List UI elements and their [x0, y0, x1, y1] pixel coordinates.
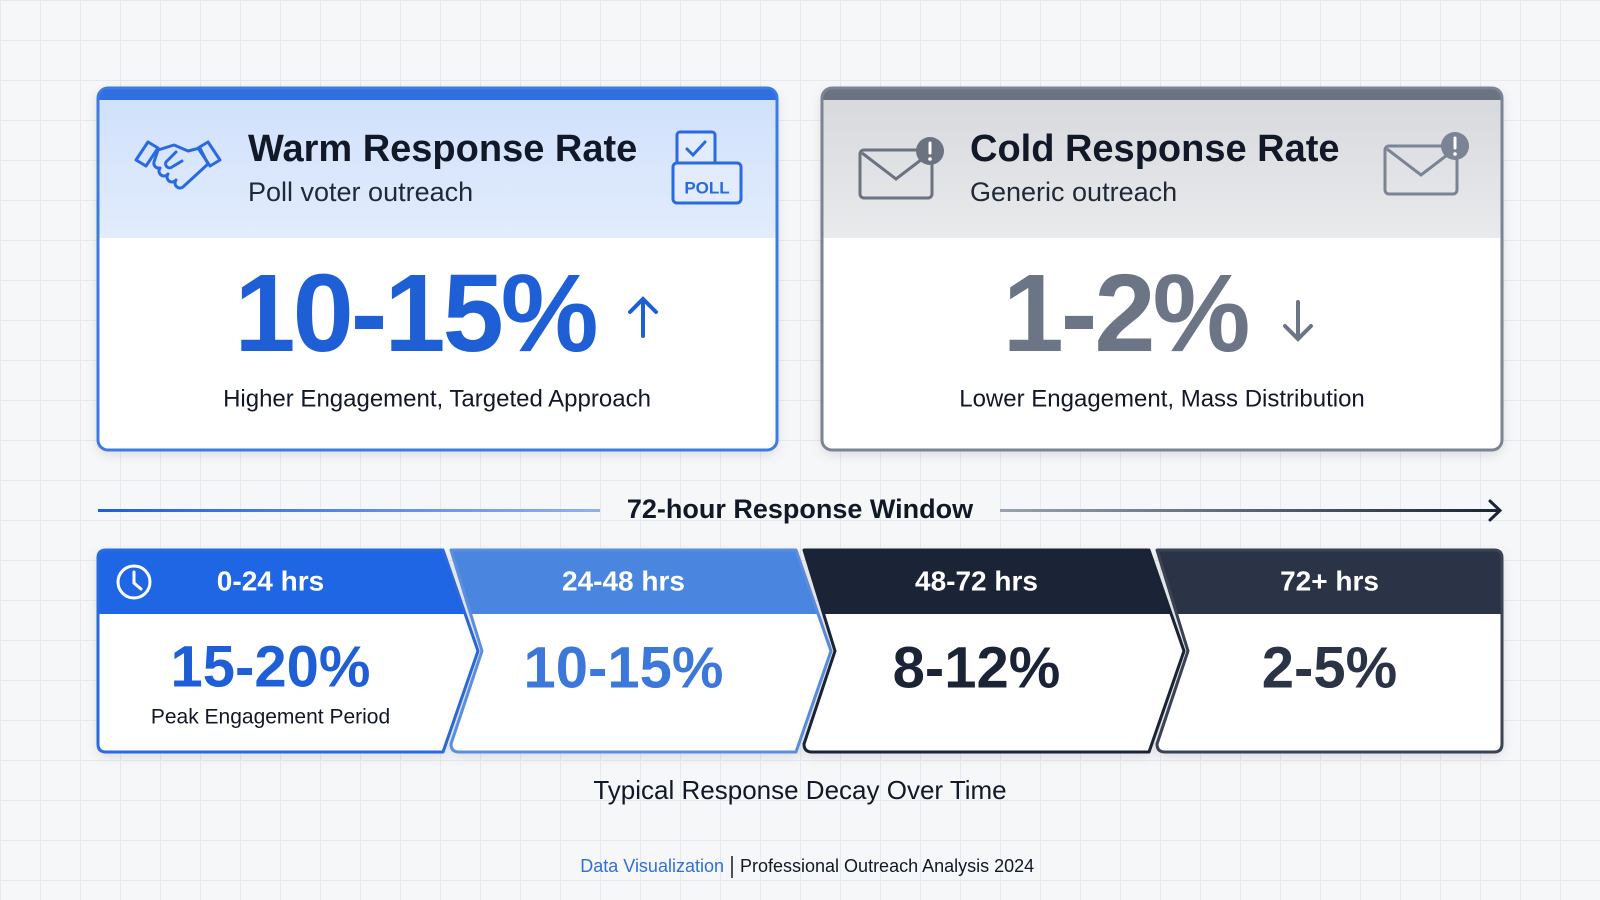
cold-card: Cold Response Rate Generic outreach 1-2%… — [820, 86, 1504, 452]
timeline-arrowhead — [1488, 499, 1503, 522]
stages: 0-24 hrs 15-20% Peak Engagement Period 24-4… — [96, 548, 1504, 754]
timeline-line — [1000, 509, 1500, 512]
card-title: Warm Response Rate — [248, 128, 637, 170]
stage-header — [804, 550, 1184, 614]
stage: 48-72 hrs 8-12% — [802, 548, 1186, 754]
handshake-icon — [134, 140, 222, 190]
stage: 24-48 hrs 10-15% — [449, 548, 833, 754]
card-border — [820, 86, 1504, 452]
envelope-icon — [858, 137, 944, 200]
timeline-line — [98, 509, 600, 512]
clock-icon — [116, 564, 152, 600]
stage-header — [451, 550, 831, 614]
warm-card: Warm Response Rate Poll voter outreach P… — [96, 86, 779, 452]
footer: Data Visualization Professional Outreach… — [580, 856, 1034, 878]
up-arrow — [628, 296, 658, 338]
card-top-strip — [98, 88, 777, 100]
stage-value: 15-20% — [171, 634, 371, 699]
card-subtitle: Poll voter outreach — [248, 177, 473, 207]
card-value: 10-15% — [234, 252, 595, 375]
card-header — [98, 88, 777, 238]
timeline-header: 72-hour Response Window — [98, 494, 1503, 524]
stage-border — [96, 548, 480, 754]
timeline-caption: Typical Response Decay Over Time — [593, 775, 1006, 805]
stage-label: 72+ hrs — [1280, 565, 1379, 596]
stage-value: 8-12% — [893, 635, 1061, 700]
stage-label: 24-48 hrs — [562, 565, 685, 596]
stage-value: 2-5% — [1262, 635, 1397, 700]
stage-border — [1155, 548, 1504, 754]
poll-icon: POLL — [671, 130, 743, 205]
stage-header — [98, 550, 478, 614]
card-title: Cold Response Rate — [970, 128, 1340, 170]
stage-value: 10-15% — [524, 635, 724, 700]
footer-text: Professional Outreach Analysis 2024 — [740, 856, 1034, 876]
stage-header — [1157, 550, 1502, 614]
card-description: Higher Engagement, Targeted Approach — [223, 385, 651, 412]
card-value: 1-2% — [1003, 252, 1248, 375]
stage-note: Peak Engagement Period — [151, 706, 390, 729]
stage: 0-24 hrs 15-20% Peak Engagement Period — [96, 548, 480, 754]
stage-label: 48-72 hrs — [915, 565, 1038, 596]
envelope-icon — [1383, 132, 1469, 196]
stage: 72+ hrs 2-5% — [1155, 548, 1504, 754]
down-arrow — [1283, 300, 1313, 342]
footer-source: Data Visualization — [580, 856, 724, 876]
icon-label: POLL — [684, 178, 729, 197]
timeline-title: 72-hour Response Window — [627, 494, 974, 524]
card-subtitle: Generic outreach — [970, 177, 1177, 207]
card-top-strip — [822, 88, 1502, 100]
card-description: Lower Engagement, Mass Distribution — [959, 385, 1365, 412]
stage-border — [449, 548, 833, 754]
stage-border — [802, 548, 1186, 754]
stage-label: 0-24 hrs — [217, 565, 324, 596]
card-border — [96, 86, 779, 452]
